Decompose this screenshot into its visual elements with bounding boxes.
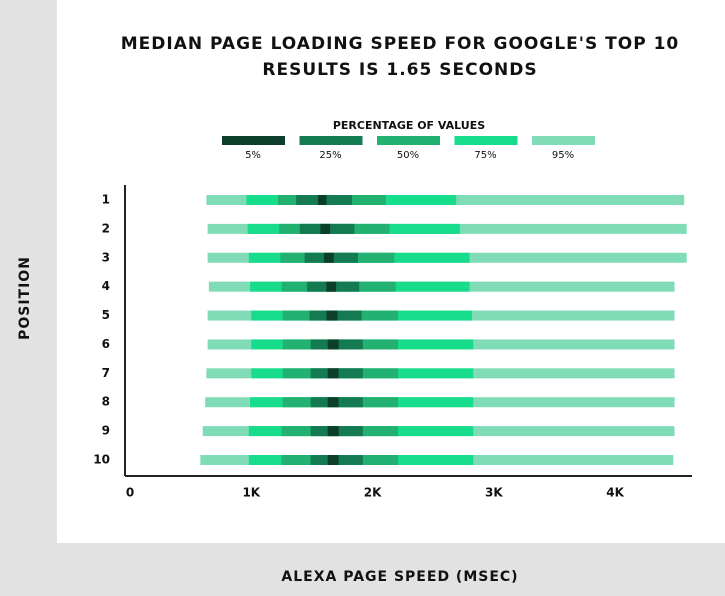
x-tick-label: 4K: [606, 486, 624, 500]
legend-label: 25%: [319, 150, 341, 161]
x-axis-label: ALEXA PAGE SPEED (MSEC): [281, 569, 518, 585]
legend-label: 95%: [552, 150, 574, 161]
y-tick-label: 1: [102, 193, 110, 207]
y-tick-label: 6: [102, 337, 110, 351]
range-bar: [317, 195, 327, 205]
y-tick-label: 3: [102, 250, 110, 264]
legend-swatch: [532, 136, 595, 145]
y-tick-label: 9: [102, 424, 110, 438]
y-tick-label: 2: [102, 221, 110, 235]
x-label-panel: [57, 543, 725, 596]
y-tick-label: 10: [93, 453, 110, 467]
legend-label: 5%: [245, 150, 261, 161]
legend-label: 50%: [397, 150, 419, 161]
x-tick-label: 3K: [485, 486, 503, 500]
legend-swatch: [299, 136, 363, 145]
x-tick-label: 2K: [364, 486, 382, 500]
range-bar: [327, 339, 339, 350]
x-tick-label: 1K: [242, 486, 260, 500]
range-bar: [327, 455, 339, 465]
range-bar: [324, 252, 334, 263]
y-tick-label: 8: [102, 395, 110, 409]
range-bar: [326, 281, 337, 292]
range-bar: [327, 368, 339, 379]
y-tick-label: 7: [102, 366, 110, 380]
x-tick-label: 0: [126, 486, 134, 500]
y-tick-label: 5: [102, 308, 110, 322]
range-bar: [326, 310, 338, 321]
legend-swatch: [377, 136, 440, 145]
range-bar: [327, 397, 339, 408]
y-label-panel: [0, 0, 57, 596]
legend-swatch: [454, 136, 518, 145]
y-tick-label: 4: [102, 279, 110, 293]
range-bar: [327, 426, 339, 437]
legend-swatch: [222, 136, 285, 145]
range-bar: [320, 223, 331, 234]
legend-title: PERCENTAGE OF VALUES: [333, 119, 485, 132]
legend-label: 75%: [474, 150, 496, 161]
y-axis-label: POSITION: [17, 256, 33, 340]
chart-title: RESULTS IS 1.65 SECONDS: [262, 60, 537, 80]
chart-title: MEDIAN PAGE LOADING SPEED FOR GOOGLE'S T…: [121, 34, 679, 54]
